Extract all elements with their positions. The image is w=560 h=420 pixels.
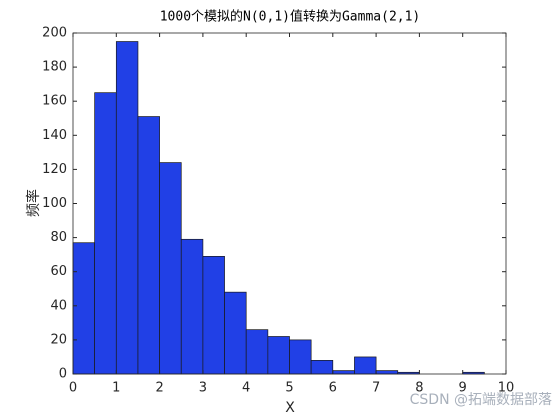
x-tick-label: 3 (199, 381, 207, 396)
bar (310, 360, 334, 375)
x-tick-label: 9 (459, 381, 467, 396)
x-tick-label: 10 (498, 381, 515, 396)
chart-title: 1000个模拟的N(0,1)值转换为Gamma(2,1) (160, 9, 421, 25)
x-tick-label: 1 (112, 381, 120, 396)
x-tick-label: 7 (372, 381, 380, 396)
y-tick-label: 200 (42, 26, 67, 41)
bar (94, 92, 117, 375)
bar (375, 370, 399, 375)
bar (224, 291, 247, 375)
y-tick-label: 100 (42, 196, 67, 211)
watermark: CSDN @拓端数据部落 (410, 392, 552, 408)
y-tick-label: 0 (59, 367, 67, 382)
y-tick-label: 80 (50, 230, 67, 245)
y-axis-label: 频率 (25, 189, 42, 217)
bar (180, 238, 204, 375)
bar (115, 41, 139, 375)
bar (202, 256, 225, 375)
bar (245, 329, 269, 375)
y-tick-label: 120 (42, 162, 67, 177)
y-tick-label: 160 (42, 94, 67, 109)
x-axis-label: X (285, 400, 295, 416)
x-tick-label: 8 (415, 381, 423, 396)
bar (137, 116, 160, 375)
x-tick-label: 6 (329, 381, 337, 396)
bar (159, 162, 182, 375)
y-tick-label: 60 (50, 264, 67, 279)
y-tick-label: 40 (50, 298, 67, 313)
x-tick-label: 2 (155, 381, 163, 396)
y-tick-label: 180 (42, 60, 67, 75)
x-tick-label: 5 (285, 381, 293, 396)
x-tick-label: 0 (69, 381, 77, 396)
x-tick-label: 4 (242, 381, 250, 396)
bar (72, 242, 95, 375)
bar (267, 336, 290, 375)
y-tick-label: 140 (42, 128, 67, 143)
y-tick-label: 20 (50, 332, 67, 347)
bar (354, 356, 377, 375)
bar (289, 339, 312, 375)
bar (332, 370, 355, 375)
